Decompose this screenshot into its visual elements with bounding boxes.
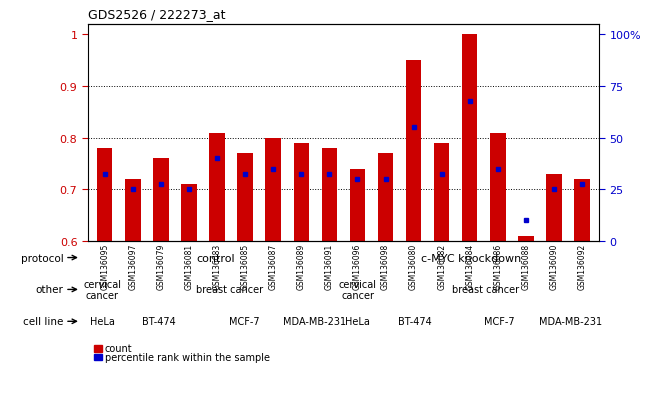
Bar (574, 180, 590, 242)
Text: count: count (105, 344, 132, 354)
Text: BT-474: BT-474 (142, 316, 176, 327)
Bar (406, 61, 421, 242)
Bar (153, 159, 169, 242)
Text: BT-474: BT-474 (398, 316, 431, 327)
Text: control: control (197, 253, 235, 263)
Text: percentile rank within the sample: percentile rank within the sample (105, 352, 270, 362)
Bar (434, 143, 449, 242)
Text: MDA-MB-231: MDA-MB-231 (283, 316, 346, 327)
Bar (294, 143, 309, 242)
Bar (266, 138, 281, 242)
Text: breast cancer: breast cancer (197, 285, 264, 295)
Text: c-MYC knockdown: c-MYC knockdown (421, 253, 521, 263)
Text: breast cancer: breast cancer (452, 285, 519, 295)
Bar (238, 154, 253, 242)
Bar (181, 185, 197, 242)
Text: cervical
cancer: cervical cancer (339, 279, 376, 301)
Text: cervical
cancer: cervical cancer (83, 279, 121, 301)
Text: MCF-7: MCF-7 (484, 316, 515, 327)
Text: MDA-MB-231: MDA-MB-231 (539, 316, 602, 327)
Text: other: other (35, 285, 63, 295)
Bar (125, 180, 141, 242)
Bar (378, 154, 393, 242)
Bar (350, 169, 365, 242)
Bar (322, 149, 337, 242)
Bar (462, 35, 477, 242)
Text: GDS2526 / 222273_at: GDS2526 / 222273_at (88, 8, 225, 21)
Text: MCF-7: MCF-7 (229, 316, 259, 327)
Bar (518, 236, 534, 242)
Bar (210, 133, 225, 242)
Bar (546, 174, 562, 242)
Text: HeLa: HeLa (90, 316, 115, 327)
Text: protocol: protocol (21, 253, 63, 263)
Bar (490, 133, 506, 242)
Bar (97, 149, 113, 242)
Text: HeLa: HeLa (345, 316, 370, 327)
Text: cell line: cell line (23, 316, 63, 327)
